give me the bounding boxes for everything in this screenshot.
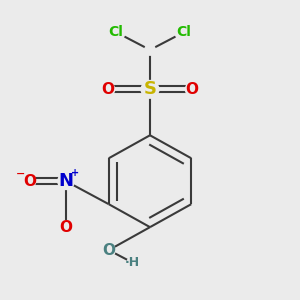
Text: −: − <box>16 169 25 179</box>
Circle shape <box>102 244 115 256</box>
Circle shape <box>102 83 115 96</box>
Text: Cl: Cl <box>176 25 191 39</box>
Circle shape <box>60 221 73 234</box>
Text: O: O <box>185 82 198 97</box>
Circle shape <box>175 23 193 41</box>
Text: Cl: Cl <box>109 25 124 39</box>
Circle shape <box>141 80 159 98</box>
Text: S: S <box>143 80 157 98</box>
Text: ·H: ·H <box>125 256 140 269</box>
Text: N: N <box>58 172 74 190</box>
Circle shape <box>145 45 155 55</box>
Circle shape <box>107 23 125 41</box>
Circle shape <box>185 83 198 96</box>
Circle shape <box>127 257 138 268</box>
Text: O: O <box>23 174 36 189</box>
Text: +: + <box>71 168 79 178</box>
Text: O: O <box>60 220 73 235</box>
Text: O: O <box>102 243 115 258</box>
Text: O: O <box>102 82 115 97</box>
Circle shape <box>58 173 74 190</box>
Circle shape <box>23 175 36 188</box>
